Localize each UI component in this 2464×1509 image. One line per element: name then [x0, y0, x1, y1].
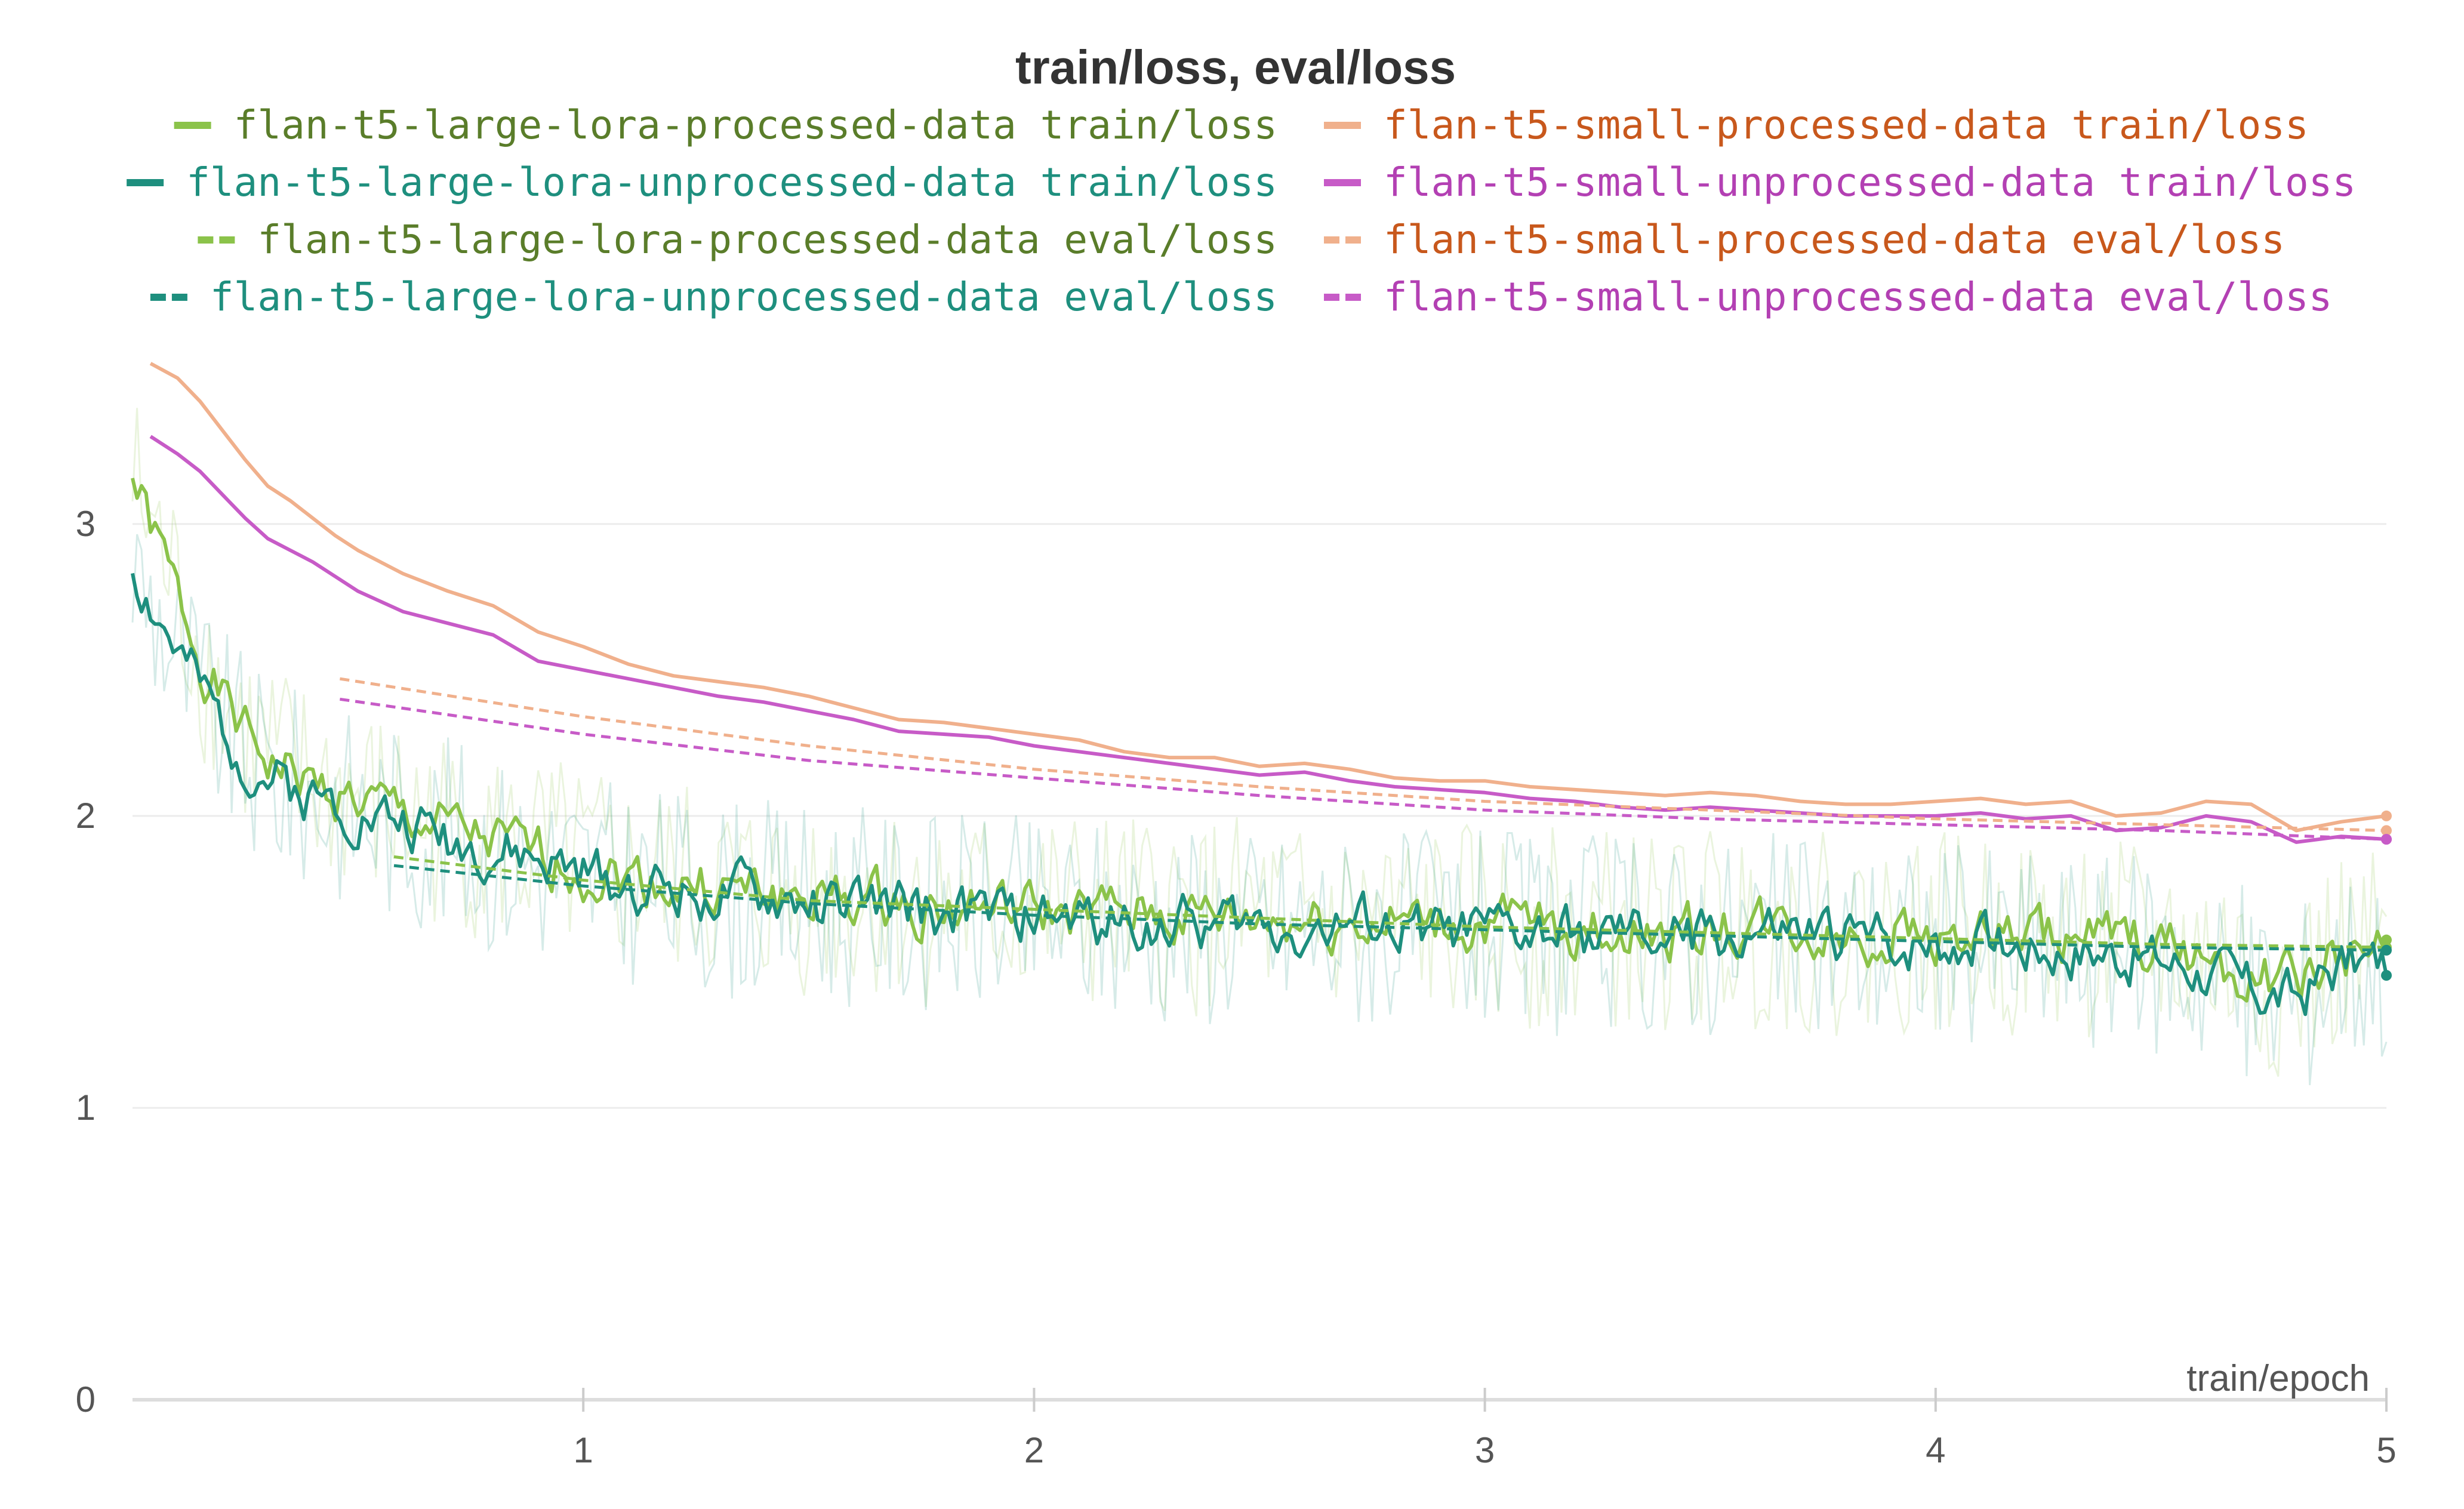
legend[interactable]: flan-t5-large-lora-processed-data train/…: [127, 102, 2356, 320]
legend-label: flan-t5-small-processed-data train/loss: [1384, 102, 2309, 148]
legend-item[interactable]: flan-t5-small-unprocessed-data eval/loss: [1324, 274, 2332, 320]
x-axis: 1 2 3 4 5: [133, 1388, 2397, 1470]
legend-label: flan-t5-large-lora-processed-data train/…: [234, 102, 1277, 148]
y-tick-label: 2: [76, 796, 96, 836]
series-end-point: [2381, 810, 2392, 821]
legend-item[interactable]: flan-t5-large-lora-unprocessed-data trai…: [127, 159, 1277, 205]
series-lines[interactable]: [131, 362, 2392, 1017]
y-axis-ticks: 0 1 2 3: [76, 504, 96, 1419]
legend-item[interactable]: flan-t5-small-unprocessed-data train/los…: [1324, 159, 2356, 205]
y-tick-label: 3: [76, 504, 96, 544]
chart-title: train/loss, eval/loss: [1015, 41, 1456, 94]
series-end-point: [2381, 934, 2392, 946]
raw-trace: [131, 408, 2388, 1077]
x-tick-label: 2: [1024, 1430, 1044, 1470]
series-line[interactable]: [149, 435, 2387, 844]
series-line[interactable]: [340, 677, 2387, 832]
legend-label: flan-t5-large-lora-processed-data eval/l…: [257, 217, 1277, 263]
x-tick-label: 3: [1475, 1430, 1495, 1470]
legend-item[interactable]: flan-t5-small-processed-data train/loss: [1324, 102, 2309, 148]
series-line[interactable]: [149, 362, 2387, 833]
x-tick-label: 1: [574, 1430, 593, 1470]
series-end-point: [2381, 825, 2392, 836]
x-tick-label: 4: [1926, 1430, 1945, 1470]
series-line[interactable]: [340, 697, 2387, 841]
y-tick-label: 1: [76, 1088, 96, 1128]
legend-label: flan-t5-small-unprocessed-data train/los…: [1384, 159, 2356, 205]
x-tick-label: 5: [2376, 1430, 2396, 1470]
raw-trace: [131, 534, 2388, 1086]
legend-label: flan-t5-small-processed-data eval/loss: [1384, 217, 2285, 263]
series-end-point: [2381, 834, 2392, 845]
series-end-point: [2381, 969, 2392, 981]
legend-item[interactable]: flan-t5-large-lora-processed-data eval/l…: [198, 217, 1277, 263]
legend-item[interactable]: flan-t5-large-lora-unprocessed-data eval…: [150, 274, 1277, 320]
x-axis-label: train/epoch: [2186, 1358, 2370, 1399]
legend-item[interactable]: flan-t5-large-lora-processed-data train/…: [174, 102, 1277, 148]
legend-item[interactable]: flan-t5-small-processed-data eval/loss: [1324, 217, 2285, 263]
series-line[interactable]: [131, 572, 2388, 1017]
series-end-point: [2381, 944, 2392, 956]
legend-label: flan-t5-small-unprocessed-data eval/loss: [1384, 274, 2332, 320]
legend-label: flan-t5-large-lora-unprocessed-data trai…: [186, 159, 1277, 205]
series-line[interactable]: [393, 864, 2387, 952]
raw-loss-traces: [131, 408, 2388, 1086]
series-line[interactable]: [393, 855, 2387, 949]
y-tick-label: 0: [76, 1379, 96, 1419]
legend-label: flan-t5-large-lora-unprocessed-data eval…: [210, 274, 1277, 320]
